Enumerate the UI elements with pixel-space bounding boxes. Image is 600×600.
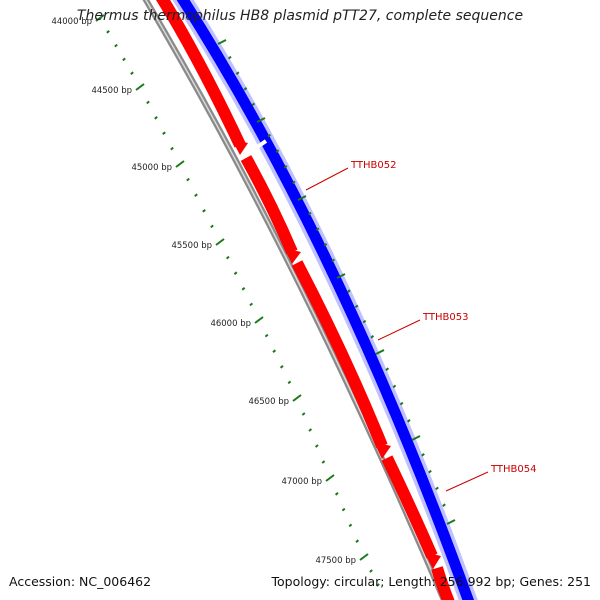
gene-label-tthb052: TTHB052: [350, 160, 397, 171]
position-ruler: 44000 bp 44500 bp 45000 bp 45500 bp 46000 bp…: [51, 14, 380, 587]
strand-major-tick: [336, 273, 346, 279]
strand-minor-tick: [385, 367, 390, 371]
ruler-minor-tick: [272, 349, 277, 353]
strand-minor-tick: [291, 180, 296, 185]
ruler-minor-tick: [162, 131, 166, 135]
ruler-position-label: 44000 bp: [51, 17, 92, 27]
ruler-minor-tick: [369, 569, 373, 573]
gene-label-leader: [305, 167, 349, 191]
strand-minor-tick: [235, 71, 240, 75]
ruler-minor-tick: [264, 333, 269, 338]
gene-label-leader: [445, 471, 489, 492]
ruler-minor-tick: [308, 428, 313, 432]
ruler-minor-tick: [334, 492, 339, 496]
ruler-minor-tick: [122, 57, 126, 62]
strand-minor-tick: [421, 453, 425, 457]
strand-minor-tick: [442, 503, 446, 507]
ruler-minor-tick: [355, 539, 360, 543]
strand-minor-tick: [406, 419, 411, 423]
ruler-minor-tick: [154, 116, 158, 120]
strand-major-tick: [411, 435, 421, 441]
gene-label-tthb053: TTHB053: [422, 312, 469, 323]
strand-minor-tick: [354, 304, 359, 309]
ruler-minor-tick: [241, 287, 246, 291]
reverse-strand-features: [156, 0, 455, 600]
ruler-minor-tick: [202, 209, 206, 213]
ruler-position-label: 44500 bp: [91, 86, 132, 96]
ruler-minor-tick: [130, 71, 134, 75]
strand-major-tick: [297, 195, 307, 201]
ruler-position-label: 46000 bp: [210, 319, 251, 329]
reverse-gene-arrow: [431, 566, 455, 600]
strand-minor-tick: [428, 469, 432, 474]
ruler-minor-tick: [341, 507, 346, 512]
accession-label: Accession: NC_006462: [9, 574, 152, 589]
ruler-minor-tick: [314, 444, 319, 448]
ruler-major-tick: [215, 238, 225, 246]
ruler-major-tick: [292, 394, 302, 402]
ruler-major-tick: [325, 474, 335, 482]
strand-minor-tick: [399, 401, 404, 406]
strand-minor-tick: [346, 289, 351, 293]
ruler-position-label: 45000 bp: [131, 163, 172, 173]
ruler-position-label: 47000 bp: [281, 477, 322, 487]
strand-major-tick: [256, 117, 266, 123]
strand-minor-tick: [251, 102, 256, 107]
strand-minor-tick: [331, 258, 336, 263]
ruler-position-label: 47500 bp: [315, 556, 356, 566]
ruler-minor-tick: [210, 224, 214, 229]
topology-summary: Topology: circular; Length: 256,992 bp; …: [271, 574, 592, 589]
reverse-gene-arrow: [156, 0, 246, 148]
strand-minor-tick: [267, 133, 272, 138]
ruler-position-label: 46500 bp: [248, 397, 289, 407]
ruler-minor-tick: [186, 177, 190, 182]
strand-minor-tick: [307, 211, 312, 216]
sequence-backbone: [142, 0, 448, 600]
ruler-minor-tick: [146, 100, 150, 105]
ruler-minor-tick: [249, 302, 254, 307]
forward-strand-feature: [172, 0, 478, 600]
ruler-major-tick: [359, 553, 369, 561]
map-title: Thermus thermophilus HB8 plasmid pTT27, …: [76, 8, 524, 24]
strand-major-tick: [375, 349, 385, 355]
ruler-major-tick: [175, 160, 185, 168]
ruler-major-tick: [254, 316, 264, 324]
strand-minor-tick: [275, 149, 280, 153]
ruler-minor-tick: [170, 146, 174, 151]
strand-minor-tick: [370, 335, 375, 339]
ruler-position-label: 45500 bp: [171, 241, 212, 251]
reverse-gene-arrow: [240, 155, 298, 255]
gene-label-leader: [377, 319, 421, 341]
ruler-minor-tick: [233, 271, 238, 275]
strand-minor-tick: [323, 243, 328, 247]
ruler-minor-tick: [114, 43, 118, 48]
ruler-major-tick: [135, 83, 145, 91]
strand-minor-tick: [243, 87, 248, 91]
ruler-minor-tick: [287, 380, 292, 385]
ruler-minor-tick: [348, 523, 353, 528]
strand-minor-tick: [362, 319, 367, 324]
ruler-minor-tick: [194, 193, 198, 197]
gene-label-tthb054: TTHB054: [490, 464, 537, 475]
strand-major-tick: [217, 39, 227, 45]
reverse-gene-arrow: [381, 455, 438, 559]
ruler-major-tick: [95, 14, 105, 22]
strand-minor-tick: [283, 165, 288, 169]
ruler-minor-tick: [376, 583, 380, 587]
ruler-minor-tick: [106, 30, 110, 34]
strand-minor-tick: [315, 227, 320, 231]
ruler-minor-tick: [279, 365, 284, 369]
reverse-gene-arrow: [291, 260, 388, 449]
strand-minor-tick: [392, 384, 397, 389]
strand-minor-tick: [227, 55, 232, 60]
strand-major-tick: [446, 519, 456, 525]
ruler-minor-tick: [301, 412, 306, 416]
ruler-minor-tick: [225, 255, 230, 260]
ruler-minor-tick: [321, 460, 326, 464]
strand-minor-tick: [435, 486, 439, 491]
strand-tick-marks: [217, 39, 456, 525]
